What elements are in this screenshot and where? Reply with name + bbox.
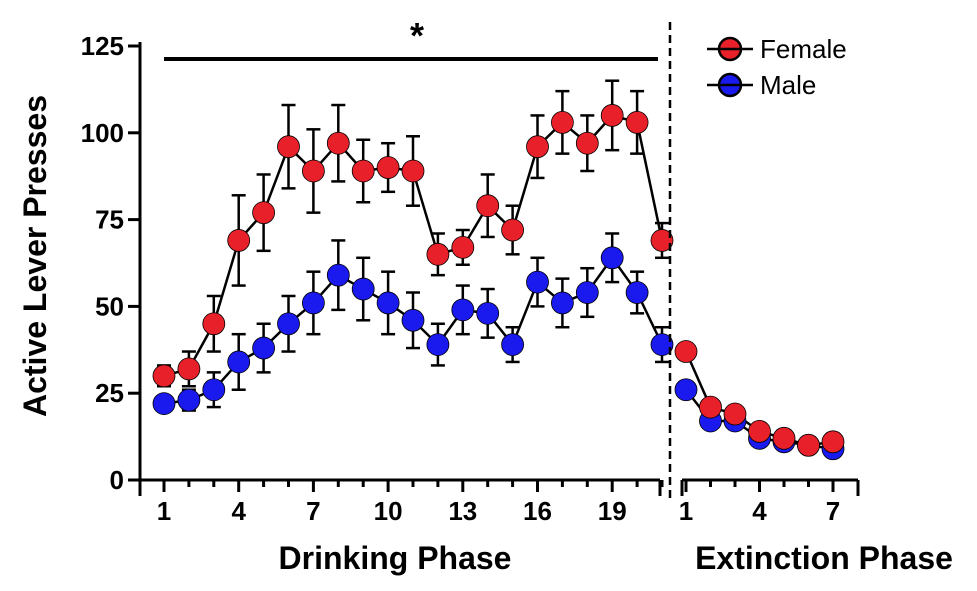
point-male-p1-4 (227, 350, 251, 374)
y-tick-label-25: 25 (95, 378, 124, 408)
point-female-p1-10 (376, 156, 400, 179)
point-female-p2-5 (772, 426, 796, 450)
y-tick-label-125: 125 (81, 31, 124, 61)
point-male-p1-18 (575, 281, 599, 304)
point-female-p1-12 (426, 242, 450, 266)
point-female-p1-5 (252, 201, 276, 225)
point-male-p1-20 (625, 281, 649, 304)
point-male-p1-10 (376, 291, 400, 315)
point-male-p1-21 (650, 333, 674, 356)
point-male-p1-7 (301, 291, 325, 315)
x-tick-label-p1-13: 13 (448, 496, 477, 526)
point-male-p1-15 (501, 333, 524, 356)
point-female-p2-7 (821, 430, 845, 454)
point-male-p1-5 (252, 336, 276, 360)
x-tick-label-p1-16: 16 (523, 496, 552, 526)
point-female-p2-3 (723, 402, 747, 426)
x-tick-label-p1-10: 10 (374, 496, 403, 526)
point-female-p2-1 (674, 340, 698, 363)
x-tick-label-p2-1: 1 (679, 496, 693, 526)
x-tick-label-p1-4: 4 (231, 496, 246, 526)
tick-labels: 0 25 50 75 100 125 1 4 7 10 13 16 19 1 4 7 (81, 31, 841, 526)
x-axis-title-extinction: Extinction Phase (695, 540, 953, 576)
x-tick-label-p1-1: 1 (157, 496, 171, 526)
x-tick-label-p2-7: 7 (826, 496, 840, 526)
axes (128, 22, 860, 500)
x-axis-title-drinking: Drinking Phase (279, 540, 512, 576)
y-tick-label-0: 0 (110, 465, 124, 495)
point-female-p2-4 (748, 419, 771, 443)
point-female-p1-1 (152, 364, 176, 388)
series-lines (163, 114, 834, 450)
point-male-p1-14 (476, 301, 500, 325)
point-male-p1-3 (202, 378, 226, 402)
point-female-p1-21 (650, 229, 674, 252)
point-male-p1-9 (351, 277, 375, 301)
point-female-p1-8 (326, 131, 350, 155)
point-female-p1-6 (277, 135, 300, 159)
point-female-p1-19 (600, 104, 624, 127)
y-axis-title: Active Lever Presses (17, 95, 53, 417)
data-points (152, 104, 845, 461)
point-female-p1-3 (202, 312, 226, 336)
point-male-p1-16 (526, 270, 549, 294)
point-female-p1-18 (575, 131, 599, 155)
x-tick-label-p2-4: 4 (752, 496, 767, 526)
legend-label-male: Male (760, 70, 816, 100)
x-tick-label-p1-19: 19 (598, 496, 627, 526)
point-male-p1-1 (152, 392, 176, 416)
point-male-p1-6 (277, 312, 300, 336)
point-male-p1-19 (600, 246, 624, 270)
legend-label-female: Female (760, 34, 847, 64)
y-tick-label-100: 100 (81, 118, 124, 148)
point-male-p1-8 (326, 263, 350, 287)
point-male-p1-17 (551, 291, 574, 315)
point-female-p1-14 (476, 194, 500, 218)
point-male-p1-12 (426, 333, 450, 356)
point-female-p1-13 (451, 235, 475, 259)
point-female-p1-7 (301, 159, 325, 183)
point-male-p2-1 (674, 378, 698, 402)
point-female-p2-6 (797, 433, 820, 457)
error-bars (157, 79, 840, 454)
point-female-p1-20 (625, 110, 649, 134)
point-female-p1-11 (401, 159, 425, 183)
point-male-p1-2 (177, 388, 201, 412)
point-male-p1-13 (451, 298, 475, 322)
x-tick-label-p1-7: 7 (306, 496, 320, 526)
point-female-p1-4 (227, 229, 251, 252)
point-male-p1-11 (401, 308, 425, 332)
y-tick-label-75: 75 (95, 205, 124, 235)
legend: Female Male (707, 34, 847, 100)
point-female-p1-15 (501, 218, 524, 242)
point-female-p1-2 (177, 357, 201, 381)
point-female-p2-2 (699, 395, 722, 419)
significance-asterisk: * (410, 15, 424, 56)
point-female-p1-9 (351, 159, 375, 183)
y-tick-label-50: 50 (95, 291, 124, 321)
point-female-p1-16 (526, 135, 549, 159)
point-female-p1-17 (551, 110, 574, 134)
